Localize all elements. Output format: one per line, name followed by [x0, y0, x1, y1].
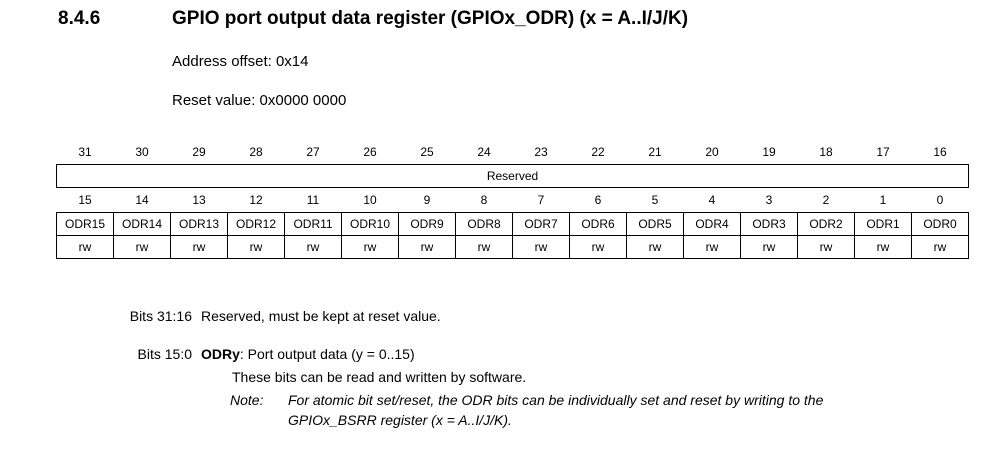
bit-number: 4: [708, 193, 716, 207]
section-title: GPIO port output data register (GPIOx_OD…: [172, 8, 689, 29]
field-name-cell: ODR9: [398, 212, 456, 236]
field-name-cell: ODR15: [56, 212, 114, 236]
reserved-field: Reserved: [56, 164, 969, 188]
access-type-cell: rw: [170, 235, 228, 259]
access-type-cell: rw: [512, 235, 570, 259]
access-type-cell: rw: [569, 235, 627, 259]
bit-number: 28: [249, 145, 263, 159]
field-name-cell: ODR3: [740, 212, 798, 236]
bit-number: 24: [477, 145, 491, 159]
bit-number: 1: [879, 193, 887, 207]
field-name-cell: ODR12: [227, 212, 285, 236]
odr-description-title: ODRy: Port output data (y = 0..15): [201, 346, 415, 362]
odr-bits-label: Bits 15:0: [137, 346, 192, 362]
field-name-cell: ODR13: [170, 212, 228, 236]
bit-number: 21: [648, 145, 662, 159]
odr-field-name: ODRy: [201, 346, 240, 362]
access-type-cell: rw: [398, 235, 456, 259]
bit-number: 3: [765, 193, 773, 207]
bit-number: 11: [306, 193, 320, 207]
field-name-cell: ODR4: [683, 212, 741, 236]
reserved-bits-text: Reserved, must be kept at reset value.: [201, 308, 441, 324]
bit-number: 0: [936, 193, 944, 207]
access-type-cell: rw: [740, 235, 798, 259]
access-type-cell: rw: [854, 235, 912, 259]
bit-number: 7: [537, 193, 545, 207]
bit-number: 9: [423, 193, 431, 207]
note-label: Note:: [230, 392, 264, 408]
access-type-cell: rw: [284, 235, 342, 259]
field-name-cell: ODR6: [569, 212, 627, 236]
bit-number: 13: [192, 193, 206, 207]
access-type-cell: rw: [113, 235, 171, 259]
odr-description-text: These bits can be read and written by so…: [232, 369, 527, 385]
access-type-cell: rw: [626, 235, 684, 259]
access-type-cell: rw: [227, 235, 285, 259]
lower-field-row: ODR15 ODR14 ODR13 ODR12 ODR11 ODR10 ODR9 ODR8 OD…: [56, 212, 969, 236]
field-name-cell: ODR2: [797, 212, 855, 236]
access-type-cell: rw: [797, 235, 855, 259]
bit-number: 17: [876, 145, 890, 159]
note-line-1: For atomic bit set/reset, the ODR bits c…: [288, 392, 824, 408]
section-number: 8.4.6: [58, 8, 101, 29]
field-name-cell: ODR7: [512, 212, 570, 236]
bit-number: 27: [306, 145, 320, 159]
bit-number: 20: [705, 145, 719, 159]
bit-number: 15: [78, 193, 92, 207]
bit-number: 10: [363, 193, 377, 207]
access-row: rw rw rw rw rw rw rw rw rw rw rw rw rw rw rw rw: [56, 235, 969, 259]
bit-number: 5: [651, 193, 659, 207]
bit-number: 18: [819, 145, 833, 159]
field-name-cell: ODR14: [113, 212, 171, 236]
bit-number: 6: [594, 193, 602, 207]
address-offset: Address offset: 0x14: [172, 53, 309, 70]
bit-number: 25: [420, 145, 434, 159]
lower-bit-number-row: 15 14 13 12 11 10 9 8 7 6 5 4 3 2 1 0: [57, 188, 969, 213]
register-map: 31 30 29 28 27 26 25 24 23 22 21 20 19 18 17 16 Reserve…: [56, 140, 969, 259]
field-name-cell: ODR0: [911, 212, 969, 236]
upper-field-row: Reserved: [56, 164, 969, 188]
field-name-cell: ODR5: [626, 212, 684, 236]
access-type-cell: rw: [911, 235, 969, 259]
bit-number: 23: [534, 145, 548, 159]
field-name-cell: ODR10: [341, 212, 399, 236]
bit-number: 16: [933, 145, 947, 159]
reset-value: Reset value: 0x0000 0000: [172, 92, 347, 109]
bit-number: 14: [135, 193, 149, 207]
upper-bit-number-row: 31 30 29 28 27 26 25 24 23 22 21 20 19 18 17 16: [57, 140, 969, 165]
odr-field-title: : Port output data (y = 0..15): [239, 346, 415, 362]
reserved-bits-label: Bits 31:16: [129, 308, 192, 324]
bit-number: 8: [480, 193, 488, 207]
bit-number: 2: [822, 193, 830, 207]
bit-number: 19: [762, 145, 776, 159]
field-name-cell: ODR1: [854, 212, 912, 236]
field-name-cell: ODR11: [284, 212, 342, 236]
bit-number: 22: [591, 145, 605, 159]
field-name-cell: ODR8: [455, 212, 513, 236]
access-type-cell: rw: [455, 235, 513, 259]
bit-number: 31: [78, 145, 92, 159]
note-line-2: GPIOx_BSRR register (x = A..I/J/K).: [288, 412, 512, 428]
access-type-cell: rw: [341, 235, 399, 259]
bit-number: 26: [363, 145, 377, 159]
access-type-cell: rw: [56, 235, 114, 259]
bit-number: 29: [192, 145, 206, 159]
bit-number: 12: [249, 193, 263, 207]
bit-number: 30: [135, 145, 149, 159]
access-type-cell: rw: [683, 235, 741, 259]
